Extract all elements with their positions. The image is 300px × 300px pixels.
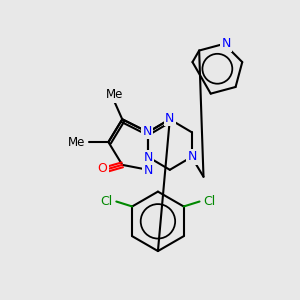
Text: N: N <box>142 125 152 138</box>
Text: O: O <box>98 162 107 175</box>
Text: N: N <box>221 38 231 50</box>
Text: N: N <box>165 112 175 125</box>
Text: Cl: Cl <box>203 195 216 208</box>
Text: Me: Me <box>68 136 86 148</box>
Text: N: N <box>188 150 197 164</box>
Text: N: N <box>143 164 153 177</box>
Text: Me: Me <box>106 88 123 101</box>
Text: Cl: Cl <box>100 195 112 208</box>
Text: N: N <box>143 152 153 164</box>
